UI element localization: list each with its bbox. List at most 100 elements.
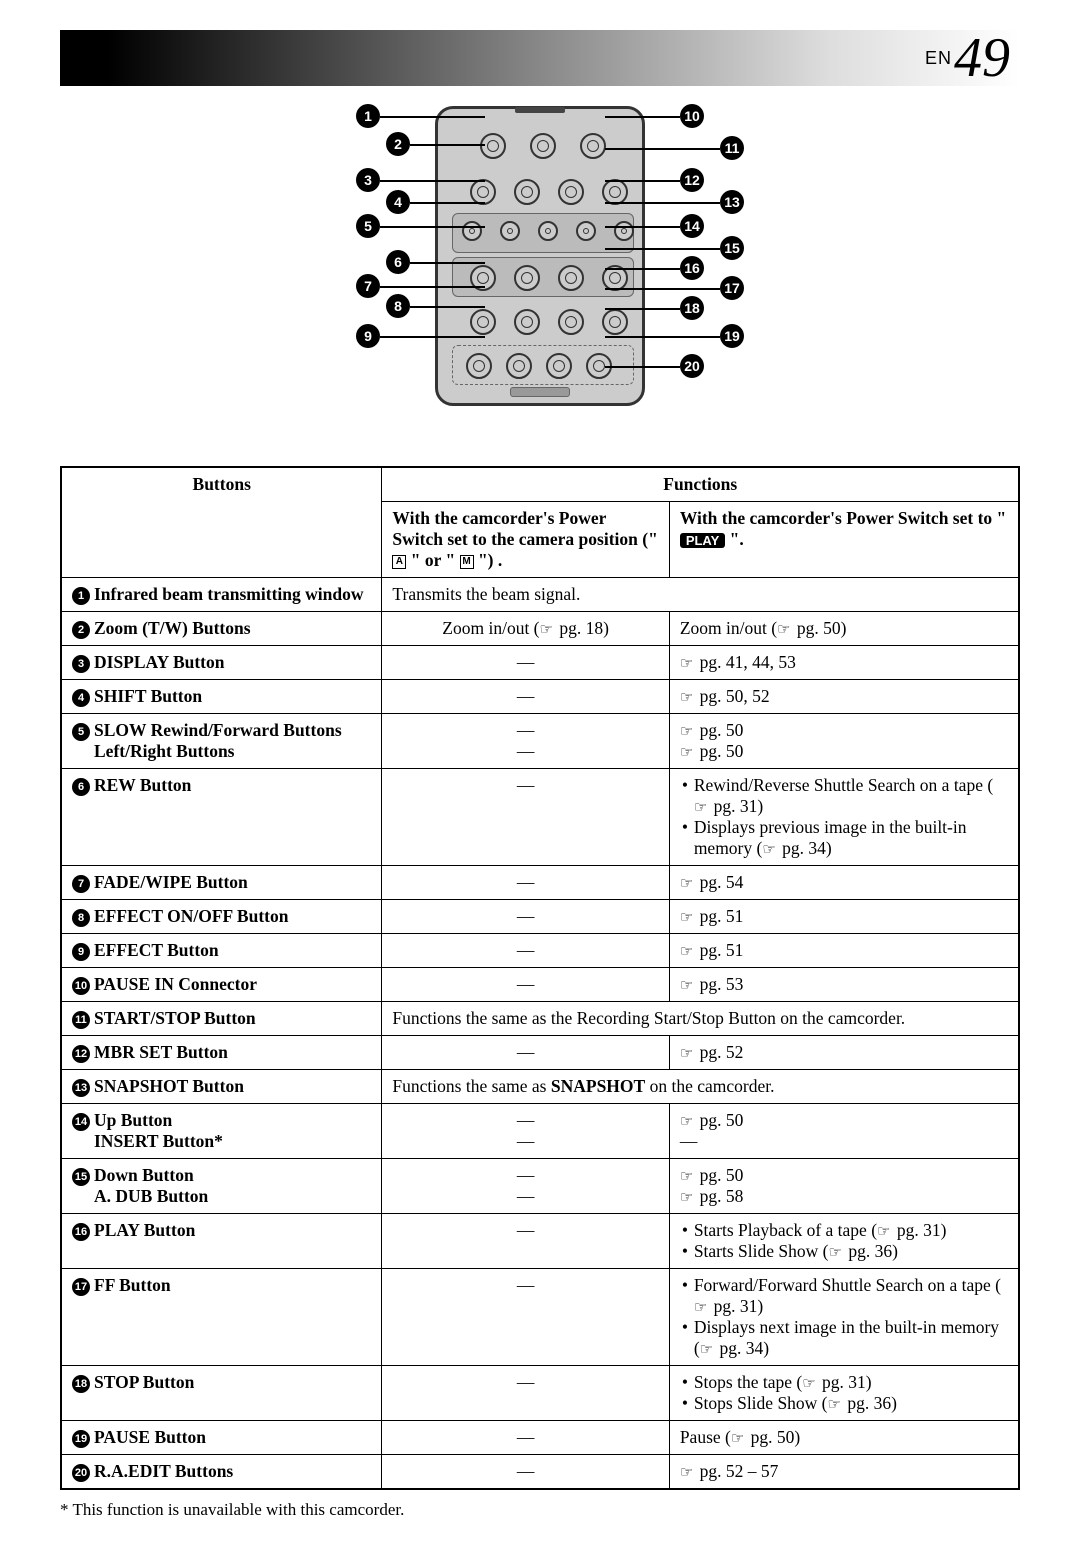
camera-cell: — (382, 866, 669, 900)
func-row: 13SNAPSHOT ButtonFunctions the same as S… (61, 1070, 1019, 1104)
func-row: 17FF Button—Forward/Forward Shuttle Sear… (61, 1269, 1019, 1366)
callout-number: 10 (680, 104, 704, 128)
func-row: 5SLOW Rewind/Forward ButtonsLeft/Right B… (61, 714, 1019, 769)
func-row: 11START/STOP ButtonFunctions the same as… (61, 1002, 1019, 1036)
header-en: EN (925, 48, 952, 69)
callout-number: 15 (720, 236, 744, 260)
play-cell: Pause (☞ pg. 50) (669, 1421, 1019, 1455)
button-cell: 20R.A.EDIT Buttons (61, 1455, 382, 1490)
camera-cell: — (382, 1366, 669, 1421)
play-cell: ☞ pg. 50— (669, 1104, 1019, 1159)
play-cell: ☞ pg. 50☞ pg. 50 (669, 714, 1019, 769)
button-cell: 18STOP Button (61, 1366, 382, 1421)
play-cell: Stops the tape (☞ pg. 31)Stops Slide Sho… (669, 1366, 1019, 1421)
merged-cell: Functions the same as the Recording Star… (382, 1002, 1019, 1036)
play-cell: Zoom in/out (☞ pg. 50) (669, 612, 1019, 646)
callout-number: 11 (720, 136, 744, 160)
func-row: 8EFFECT ON/OFF Button—☞ pg. 51 (61, 900, 1019, 934)
button-cell: 19PAUSE Button (61, 1421, 382, 1455)
callout-number: 18 (680, 296, 704, 320)
functions-table: Buttons Functions With the camcorder's P… (60, 466, 1020, 1490)
callout-number: 14 (680, 214, 704, 238)
play-cell: Starts Playback of a tape (☞ pg. 31)Star… (669, 1214, 1019, 1269)
col-functions-header: Functions (382, 467, 1019, 502)
button-cell: 14Up ButtonINSERT Button* (61, 1104, 382, 1159)
func-row: 2Zoom (T/W) ButtonsZoom in/out (☞ pg. 18… (61, 612, 1019, 646)
button-cell: 5SLOW Rewind/Forward ButtonsLeft/Right B… (61, 714, 382, 769)
play-cell: ☞ pg. 54 (669, 866, 1019, 900)
button-cell: 3DISPLAY Button (61, 646, 382, 680)
camera-cell: —— (382, 1104, 669, 1159)
callout-number: 3 (356, 168, 380, 192)
func-row: 18STOP Button—Stops the tape (☞ pg. 31)S… (61, 1366, 1019, 1421)
button-cell: 2Zoom (T/W) Buttons (61, 612, 382, 646)
callout-number: 1 (356, 104, 380, 128)
camera-cell: — (382, 769, 669, 866)
play-cell: ☞ pg. 51 (669, 900, 1019, 934)
camera-cell: — (382, 1036, 669, 1070)
col-buttons-header: Buttons (61, 467, 382, 578)
camera-cell: Zoom in/out (☞ pg. 18) (382, 612, 669, 646)
button-cell: 15Down ButtonA. DUB Button (61, 1159, 382, 1214)
callout-number: 6 (386, 250, 410, 274)
button-cell: 8EFFECT ON/OFF Button (61, 900, 382, 934)
button-cell: 11START/STOP Button (61, 1002, 382, 1036)
callout-number: 9 (356, 324, 380, 348)
camera-cell: —— (382, 714, 669, 769)
merged-cell: Functions the same as SNAPSHOT on the ca… (382, 1070, 1019, 1104)
button-cell: 16PLAY Button (61, 1214, 382, 1269)
remote-diagram: 1234567891011121314151617181920 (60, 86, 1020, 466)
callout-number: 17 (720, 276, 744, 300)
button-cell: 7FADE/WIPE Button (61, 866, 382, 900)
button-cell: 4SHIFT Button (61, 680, 382, 714)
camera-cell: — (382, 1455, 669, 1490)
callout-number: 8 (386, 294, 410, 318)
play-cell: ☞ pg. 41, 44, 53 (669, 646, 1019, 680)
col-play-header: With the camcorder's Power Switch set to… (669, 502, 1019, 578)
camera-cell: — (382, 900, 669, 934)
callout-number: 20 (680, 354, 704, 378)
button-cell: 13SNAPSHOT Button (61, 1070, 382, 1104)
header-bar: EN 49 (60, 30, 1020, 86)
camera-cell: — (382, 1421, 669, 1455)
play-cell: ☞ pg. 51 (669, 934, 1019, 968)
func-row: 7FADE/WIPE Button—☞ pg. 54 (61, 866, 1019, 900)
play-cell: ☞ pg. 50☞ pg. 58 (669, 1159, 1019, 1214)
button-cell: 1Infrared beam transmitting window (61, 578, 382, 612)
callout-number: 16 (680, 256, 704, 280)
func-row: 16PLAY Button—Starts Playback of a tape … (61, 1214, 1019, 1269)
func-row: 14Up ButtonINSERT Button*——☞ pg. 50— (61, 1104, 1019, 1159)
func-row: 4SHIFT Button—☞ pg. 50, 52 (61, 680, 1019, 714)
play-cell: ☞ pg. 52 – 57 (669, 1455, 1019, 1490)
col-camera-header: With the camcorder's Power Switch set to… (382, 502, 669, 578)
func-row: 19PAUSE Button—Pause (☞ pg. 50) (61, 1421, 1019, 1455)
footnote: * This function is unavailable with this… (60, 1500, 1020, 1520)
remote-body (435, 106, 645, 406)
camera-cell: — (382, 1269, 669, 1366)
callout-number: 12 (680, 168, 704, 192)
camera-cell: — (382, 680, 669, 714)
callout-number: 5 (356, 214, 380, 238)
merged-cell: Transmits the beam signal. (382, 578, 1019, 612)
button-cell: 12MBR SET Button (61, 1036, 382, 1070)
callout-number: 19 (720, 324, 744, 348)
func-row: 3DISPLAY Button—☞ pg. 41, 44, 53 (61, 646, 1019, 680)
camera-cell: — (382, 934, 669, 968)
play-cell: ☞ pg. 50, 52 (669, 680, 1019, 714)
func-row: 12MBR SET Button—☞ pg. 52 (61, 1036, 1019, 1070)
play-cell: Forward/Forward Shuttle Search on a tape… (669, 1269, 1019, 1366)
func-row: 15Down ButtonA. DUB Button——☞ pg. 50☞ pg… (61, 1159, 1019, 1214)
func-row: 20R.A.EDIT Buttons—☞ pg. 52 – 57 (61, 1455, 1019, 1490)
camera-cell: — (382, 646, 669, 680)
camera-cell: — (382, 968, 669, 1002)
func-row: 10PAUSE IN Connector—☞ pg. 53 (61, 968, 1019, 1002)
button-cell: 17FF Button (61, 1269, 382, 1366)
callout-number: 4 (386, 190, 410, 214)
button-cell: 6REW Button (61, 769, 382, 866)
play-cell: Rewind/Reverse Shuttle Search on a tape … (669, 769, 1019, 866)
callout-number: 7 (356, 274, 380, 298)
header-page-number: 49 (954, 26, 1010, 90)
func-row: 6REW Button—Rewind/Reverse Shuttle Searc… (61, 769, 1019, 866)
button-cell: 9EFFECT Button (61, 934, 382, 968)
play-cell: ☞ pg. 52 (669, 1036, 1019, 1070)
